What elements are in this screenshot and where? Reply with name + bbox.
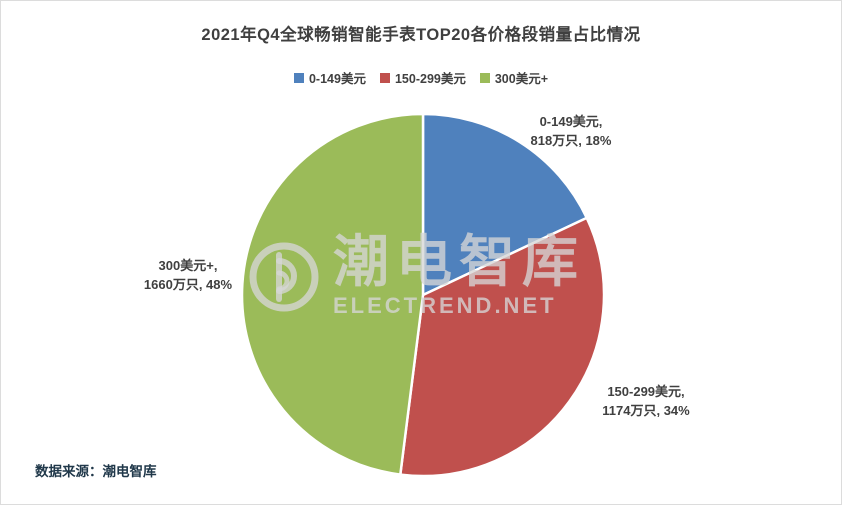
legend-item-label: 0-149美元 [308,72,366,86]
legend-item-300plus: 300美元+ [479,68,548,87]
slice-label-line: 1174万只, 34% [602,402,690,418]
slice-label-150-299: 150-299美元, 1174万只, 34% [566,383,726,421]
slice-label-line: 1660万只, 48% [143,276,233,292]
pie-slice-0-149美元 [421,112,589,297]
legend-swatch-icon [293,72,304,83]
legend-swatch-icon [479,72,490,83]
legend-item-0-149: 0-149美元 [293,68,366,87]
slice-label-line: 818万只, 18% [530,132,612,148]
slice-label-300plus: 300美元+, 1660万只, 48% [108,257,268,295]
slice-label-line: 0-149美元, [539,114,603,129]
legend: 0-149美元 150-299美元 300美元+ [1,68,841,87]
legend-swatch-icon [379,72,390,83]
source-note: 数据来源：潮电智库 [35,464,157,479]
pie-slice-150-299美元 [399,216,606,478]
slice-label-line: 150-299美元, [607,384,685,399]
pie-slice-300美元+ [240,112,425,476]
slice-label-line: 300美元+, [158,258,218,273]
legend-item-150-299: 150-299美元 [379,68,466,87]
legend-item-label: 150-299美元 [394,72,466,86]
legend-item-label: 300美元+ [494,72,548,86]
slice-label-0-149: 0-149美元, 818万只, 18% [491,113,651,151]
chart-title: 2021年Q4全球畅销智能手表TOP20各价格段销量占比情况 [201,26,641,44]
